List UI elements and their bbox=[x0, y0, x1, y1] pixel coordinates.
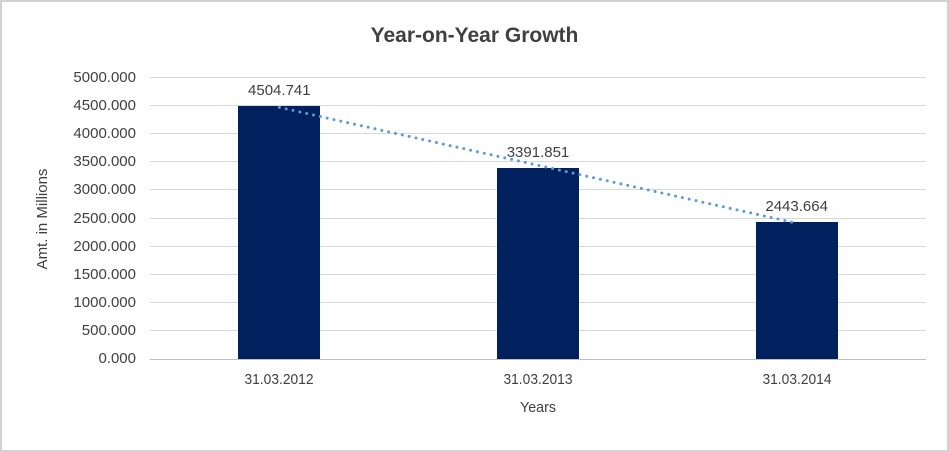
x-tick-label: 31.03.2013 bbox=[503, 371, 573, 388]
y-tick-label: 500.000 bbox=[81, 321, 136, 339]
x-axis-line bbox=[150, 359, 926, 360]
bar bbox=[238, 105, 321, 359]
x-tick-label: 31.03.2012 bbox=[244, 371, 314, 388]
bar bbox=[755, 221, 838, 359]
y-tick-label: 2500.000 bbox=[73, 209, 136, 227]
bar-value-label: 3391.851 bbox=[506, 144, 570, 162]
bar-value-label: 4504.741 bbox=[248, 81, 311, 99]
bar bbox=[497, 168, 579, 359]
y-tick-label: 2000.000 bbox=[73, 237, 136, 255]
gridline bbox=[150, 105, 926, 107]
y-tick-label: 1500.000 bbox=[73, 265, 136, 283]
x-axis-title: Years bbox=[520, 399, 556, 416]
y-tick-label: 5000.000 bbox=[73, 69, 136, 86]
y-tick-label: 1000.000 bbox=[73, 293, 136, 311]
chart-title: Year-on-Year Growth bbox=[370, 24, 579, 47]
plot-area: 4504.741 3391.851 2443.664 bbox=[150, 77, 926, 360]
y-tick-label: 4500.000 bbox=[73, 97, 136, 115]
y-tick-label: 4000.000 bbox=[73, 125, 136, 143]
y-tick-label: 3000.000 bbox=[73, 181, 136, 199]
bar-value-label: 2443.664 bbox=[765, 197, 828, 215]
gridline bbox=[150, 77, 926, 78]
x-tick-label: 31.03.2014 bbox=[762, 371, 832, 388]
y-tick-label: 3500.000 bbox=[73, 153, 136, 171]
y-tick-label: 0.000 bbox=[98, 350, 136, 367]
